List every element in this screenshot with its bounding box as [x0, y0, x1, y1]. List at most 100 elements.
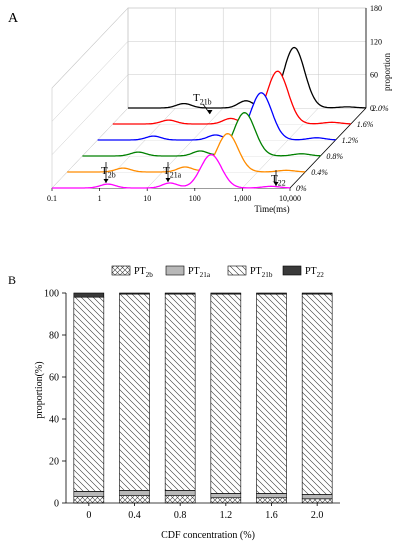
b-ytick-label: 100 [44, 289, 59, 300]
a-zgrid-left [51, 7, 129, 89]
a-annotation-T2b: T2b [101, 165, 116, 179]
b-legend-swatch-PT22 [282, 265, 302, 276]
a-ztick-label: 120 [370, 37, 382, 46]
b-bar-PT2b-0 [73, 496, 105, 504]
panel-b-label: B [8, 273, 16, 287]
a-xtick-label: 10 [143, 194, 151, 203]
panel-b-axes: 0 20 40 60 80 100 0 0.4 0.8 1.2 1.6 2.0 [44, 289, 340, 521]
a-depth-label: 0.4% [311, 168, 328, 177]
a-xtick-label: 0.1 [47, 194, 57, 203]
b-bar-PT22-2.0 [301, 292, 333, 295]
a-xtick-label: 10,000 [279, 194, 301, 203]
b-xtick-label: 1.2 [220, 510, 233, 521]
panel-b-legend: PT2b PT21a PT21b PT22 [111, 265, 324, 279]
b-bar-PT21a-0.4 [119, 490, 150, 496]
a-annotation-arrowhead [273, 182, 279, 186]
a-xgrid-floor [242, 107, 319, 189]
b-bar-PT22-0 [73, 292, 105, 298]
b-legend-swatch-PT2b [111, 265, 131, 276]
a-annotation-arrowhead [207, 110, 213, 114]
a-depth-label: 2.0% [372, 104, 389, 113]
b-ytick-label: 60 [49, 373, 59, 384]
a-xgrid-floor [147, 107, 224, 189]
a-series-mask [82, 112, 321, 156]
a-depth-label: 0.8% [326, 152, 343, 161]
a-xtick-label: 1 [98, 194, 102, 203]
panel-a-series [52, 46, 366, 189]
b-bar-PT21b-2.0 [301, 293, 333, 495]
b-xtick-label: 0.8 [174, 510, 187, 521]
a-series-line-0.4% [67, 133, 306, 173]
panel-a-zlabel: proportion [382, 53, 392, 91]
a-zgrid-left [51, 41, 129, 122]
b-xtick-label: 0.4 [128, 510, 141, 521]
b-bar-PT21a-0 [73, 491, 105, 498]
a-series-mask [112, 71, 351, 124]
panel-a-xlabel: Time(ms) [254, 204, 289, 214]
a-series-line-0% [52, 154, 291, 189]
a-zgrid-left [51, 74, 129, 155]
b-legend-swatch-PT21b [227, 265, 247, 276]
b-bar-PT2b-1.2 [210, 497, 242, 504]
panel-b-bars [73, 292, 333, 504]
b-bar-PT21a-1.6 [256, 493, 287, 499]
b-bar-PT22-0.8 [164, 292, 196, 295]
a-annotation-arrowhead [103, 179, 109, 183]
b-bar-PT2b-0.8 [164, 495, 196, 504]
panel-b-xlabel: CDF concentration (%) [161, 530, 255, 541]
b-bar-PT2b-2.0 [301, 498, 333, 504]
b-xtick-label: 1.6 [265, 510, 278, 521]
panel-b-stacked-bar-chart: B PT2b PT21a PT21b PT22 0 20 40 60 80 100 0 0.4 0.8… [8, 265, 340, 541]
b-ytick-label: 80 [49, 331, 59, 342]
a-series-line-2.0% [128, 46, 366, 109]
a-annotation-T21a: T21a [163, 165, 182, 179]
a-annotation-arrow [202, 103, 211, 115]
b-bar-PT21a-0.8 [164, 490, 196, 496]
b-ytick-label: 0 [54, 499, 59, 510]
b-bar-PT21b-1.2 [210, 293, 242, 494]
a-ztick-label: 60 [370, 71, 378, 80]
b-bar-PT21a-2.0 [301, 494, 333, 500]
a-xtick-label: 1,000 [233, 194, 251, 203]
b-bar-PT21a-1.2 [210, 493, 242, 499]
a-depth-label: 1.2% [342, 136, 359, 145]
a-xtick-label: 100 [189, 194, 201, 203]
a-annotation-T22: T22 [271, 173, 286, 187]
a-back-wall [127, 7, 367, 109]
a-series-line-1.6% [112, 70, 351, 125]
a-annotation-T21b: T21b [193, 92, 212, 106]
b-bar-PT21b-0.4 [119, 293, 150, 491]
panel-a-label: A [8, 11, 19, 26]
b-legend-label-PT22: PT22 [305, 266, 324, 279]
a-depth-label: 0% [296, 184, 307, 193]
b-bar-PT22-1.6 [256, 292, 287, 295]
b-bar-PT2b-0.4 [119, 495, 150, 504]
a-series-mask [128, 47, 366, 108]
a-ztick-label: 180 [370, 4, 382, 13]
a-left-wall [51, 7, 129, 188]
b-bar-PT2b-1.6 [256, 497, 287, 504]
b-ytick-label: 40 [49, 415, 59, 426]
b-bar-PT21b-1.6 [256, 293, 287, 494]
panel-b-ylabel: proportion(%) [34, 361, 45, 418]
a-series-line-0.8% [82, 112, 321, 157]
b-legend-swatch-PT21a [165, 265, 185, 276]
b-bar-PT22-0.4 [119, 292, 150, 295]
a-depth-label: 1.6% [357, 120, 374, 129]
b-ytick-label: 20 [49, 457, 59, 468]
b-xtick-label: 2.0 [311, 510, 324, 521]
a-series-line-1.2% [97, 92, 336, 141]
b-bar-PT21b-0.8 [164, 293, 196, 491]
b-bar-PT21b-0 [73, 296, 105, 492]
a-depth-axis [289, 107, 367, 189]
a-xgrid-floor [51, 107, 129, 189]
b-legend-label-PT2b: PT2b [134, 266, 153, 279]
b-xtick-label: 0 [86, 510, 91, 521]
b-legend-label-PT21b: PT21b [250, 266, 273, 279]
a-ztick-label: 0 [370, 104, 374, 113]
b-legend-label-PT21a: PT21a [188, 266, 211, 279]
b-bar-PT22-1.2 [210, 292, 242, 295]
